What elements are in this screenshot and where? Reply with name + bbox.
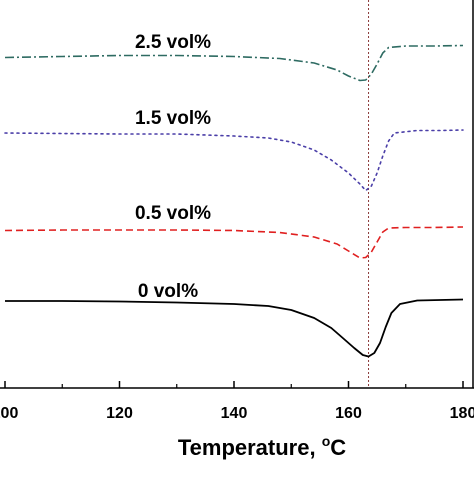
series-label: 1.5 vol% [135,108,211,129]
series-line [5,298,464,358]
plot-area [4,0,464,388]
x-tick-label: 100 [0,405,18,422]
x-tick-label: 180 [450,405,474,422]
x-axis-title-text: Temperature, [178,435,322,460]
x-axis: 100 120 140 160 180 [0,0,474,422]
series-labels: 2.5 vol% 1.5 vol% 0.5 vol% 0 vol% [135,32,211,302]
x-tick-label: 160 [335,405,362,422]
series-line [4,226,464,259]
series-line [4,44,464,82]
x-tick-label: 140 [221,405,248,422]
series-line [4,129,464,192]
series-label: 2.5 vol% [135,32,211,53]
x-axis-unit-letter: C [330,435,346,460]
x-axis-unit-superscript: o [322,433,331,449]
series-label: 0.5 vol% [135,203,211,224]
series-label: 0 vol% [138,281,198,302]
x-axis-title: Temperature, oC [178,433,346,460]
x-tick-label: 120 [106,405,133,422]
